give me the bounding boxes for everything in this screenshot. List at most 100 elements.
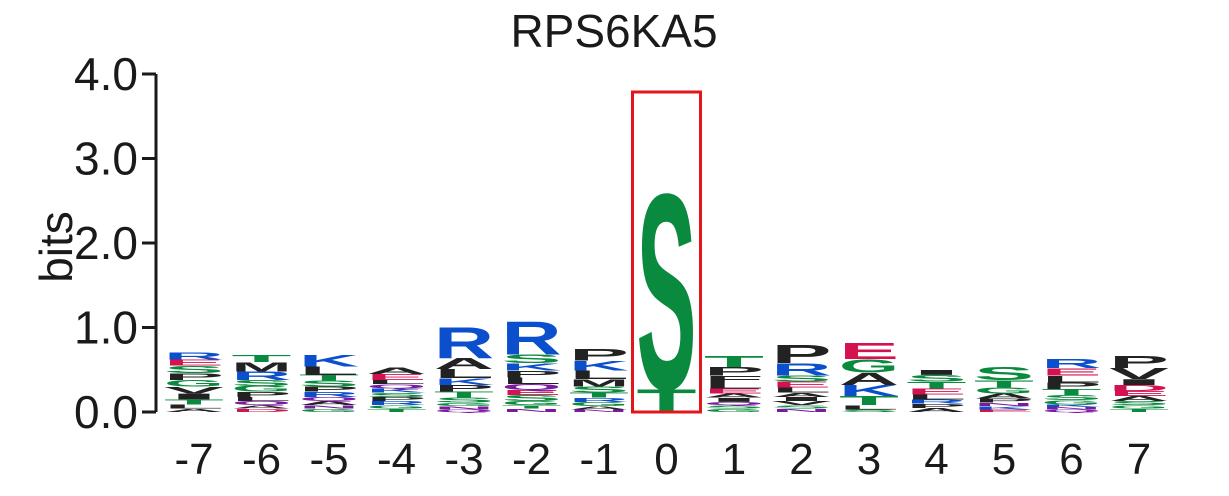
logo-letter-T: T [704,354,764,371]
position-labels: -7 -6 -5 -4 -3 -2 -1 0 1 2 3 4 5 6 7 [174,435,1151,484]
y-tick-label: 2.0 [74,217,138,269]
y-tick-label: 3.0 [74,133,138,185]
logo-letter-S: S [1109,400,1169,407]
logo-letter-A: A [771,392,831,399]
logo-letter-N: N [569,409,629,413]
logo-letter-L: L [366,379,426,386]
logo-letter-S: S [907,373,967,383]
logo-letter-P: P [299,385,359,393]
logo-letter-S: S [232,379,292,388]
logo-letter-L: L [839,404,899,411]
logo-letter-P: P [434,383,494,393]
logo-letter-G: G [434,402,494,407]
logo-letter-R: R [434,318,494,368]
logo-letter-K: K [1042,404,1102,408]
logo-letter-L: L [907,393,967,401]
logo-letter-V: V [771,400,831,407]
logo-letter-R: R [299,391,359,399]
position-label: 1 [722,435,746,484]
logo-letter-T: T [1042,388,1102,397]
logo-letter-T: T [299,373,359,382]
logo-letter-L: L [299,364,359,377]
logo-letter-K: K [569,358,629,374]
logo-letter-T: T [434,390,494,399]
logo-letter-L: L [569,369,629,382]
logo-letter-V: V [164,385,224,395]
logo-letter-A: A [232,404,292,409]
logo-letter-S: S [772,374,832,383]
logo-letter-T: T [1109,408,1169,413]
position-label: 5 [992,435,1016,484]
logo-letter-E: E [1041,366,1101,378]
logo-letter-S: S [772,404,832,409]
logo-letter-P: P [164,372,224,382]
logo-letter-T: T [164,398,224,406]
logo-letter-S: S [502,394,562,403]
position-label: -6 [242,435,281,484]
logo-letter-L: L [232,396,292,403]
logo-letter-A: A [907,407,967,414]
logo-letter-I: I [1109,378,1169,387]
logo-letter-I: I [164,392,224,401]
position-label: 6 [1059,435,1083,484]
logo-letter-T: T [367,408,427,413]
logo-letter-G: G [839,356,899,377]
position-label: -4 [377,435,416,484]
logo-letter-P: P [974,397,1034,404]
logo-letter-P: P [1109,352,1169,372]
logo-letter-I: I [907,369,967,377]
position-label: 3 [857,435,881,484]
logo-letter-E: E [501,389,561,397]
logo-letter-I: I [771,396,831,403]
y-tick-label: 1.0 [74,302,138,354]
logo-letter-E: E [704,387,764,395]
y-axis-label: bits [30,211,82,283]
logo-letter-K: K [434,377,494,387]
logo-letter-Q: Q [232,400,292,407]
chart-title: RPS6KA5 [510,5,717,57]
logo-letter-G: G [974,386,1034,395]
logo-letter-N: N [974,402,1034,407]
logo-letter-L: L [1042,374,1102,384]
logo-letter-T: T [231,353,291,365]
logo-letter-A: A [974,392,1034,400]
logo-letter-L: L [434,367,494,381]
logo-letter-Q: Q [704,401,764,406]
logo-letter-L: L [704,381,764,390]
logo-letter-G: G [1041,399,1101,406]
logo-letter-G: G [367,404,427,409]
logo-letter-A: A [1109,395,1169,403]
letter-stacks: ALTIVGPSERDAQLPGSRMTGNAQRPSTLKTGRPSKQLEA… [164,137,1169,449]
logo-letter-L: L [164,403,224,410]
logo-letter-R: R [366,400,426,407]
logo-letter-G: G [502,400,562,407]
position-label: -7 [174,435,213,484]
logo-letter-S: S [501,353,561,366]
logo-letter-G: G [164,378,224,388]
logo-letter-E: E [839,338,899,364]
logo-letter-T: T [569,391,629,399]
logo-letter-A: A [367,366,427,376]
logo-letter-A: A [839,369,899,389]
logo-letter-Q: Q [434,409,494,413]
logo-letter-G: G [704,408,764,413]
logo-letter-L: L [772,386,832,394]
logo-letter-N: N [299,404,359,409]
y-tick-label: 4.0 [74,48,138,100]
logo-letter-A: A [164,408,224,413]
logo-letter-A: A [434,355,494,372]
position-label: 0 [654,435,678,484]
logo-letter-T: T [974,378,1034,390]
highlight-box [631,90,702,414]
highlight-box-group [631,90,702,414]
logo-letter-F: F [704,374,764,384]
logo-letter-P: P [501,369,561,379]
logo-letter-S: S [974,363,1034,384]
logo-letter-E: E [907,387,967,396]
logo-letter-P: P [772,340,832,369]
logo-letter-I: I [704,397,764,404]
logo-letter-P: P [704,365,764,378]
logo-letter-S: S [704,404,764,409]
logo-letter-E: E [1109,390,1169,398]
position-label: -3 [444,435,483,484]
